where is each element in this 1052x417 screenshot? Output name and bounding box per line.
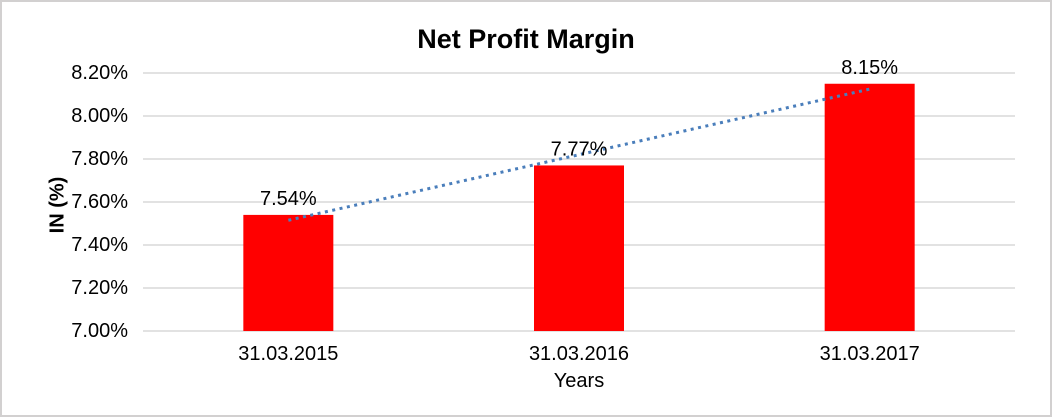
bar (243, 214, 334, 331)
y-axis-title: IN (%) (46, 176, 69, 234)
y-tick-label: 7.80% (71, 148, 128, 170)
chart-title: Net Profit Margin (417, 24, 635, 54)
y-tick-label: 8.00% (71, 105, 128, 127)
trendline (288, 87, 870, 222)
data-label: 8.15% (841, 57, 898, 79)
x-category-label: 31.03.2017 (820, 343, 920, 365)
x-axis-title: Years (553, 370, 605, 392)
data-label: 7.77% (551, 138, 608, 160)
y-tick-label: 7.20% (71, 277, 128, 299)
x-category-label: 31.03.2015 (238, 343, 338, 365)
bar (824, 83, 915, 331)
x-category-label: 31.03.2016 (529, 343, 629, 365)
y-tick-label: 7.60% (71, 191, 128, 213)
y-tick-label: 8.20% (71, 62, 128, 84)
bar (534, 165, 624, 331)
y-tick-label: 7.40% (71, 234, 128, 256)
y-tick-label: 7.00% (71, 320, 128, 342)
data-label: 7.54% (260, 188, 317, 210)
